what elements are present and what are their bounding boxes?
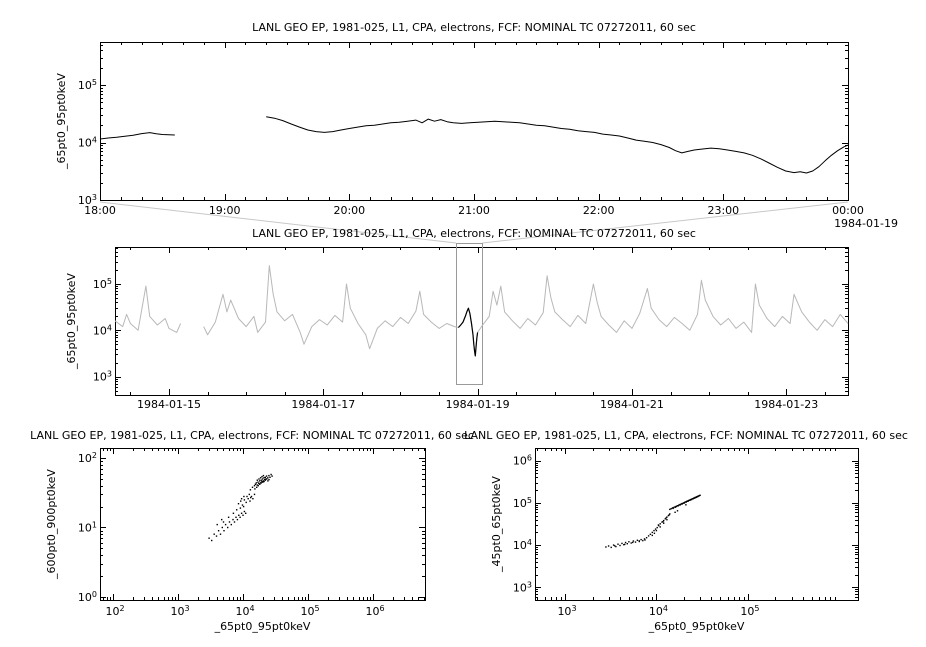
axis-tick-label: 103 [170, 604, 189, 618]
flux-line [99, 132, 175, 140]
axis-tick-label: 105 [93, 277, 112, 291]
axis-tick-label: 105 [513, 496, 532, 510]
minor-ticks [115, 247, 848, 395]
panel-scatter-600-900: 100 101 102 102 103 104 105 106 [78, 448, 426, 618]
major-ticks [100, 448, 425, 600]
scatter-points [605, 494, 701, 549]
axis-tick-label: 1984-01-17 [291, 398, 355, 411]
panel1-date-label: 1984-01-19 [834, 217, 898, 230]
axis-tick-label: 103 [513, 580, 532, 594]
major-ticks [115, 247, 848, 395]
minor-ticks [535, 448, 858, 600]
context-line [203, 265, 849, 357]
axis-tick-label: 104 [235, 604, 254, 618]
scatter-points [208, 473, 273, 542]
axis-tick-label: 101 [78, 520, 97, 534]
minor-ticks [100, 448, 425, 600]
flux-line [266, 116, 849, 174]
panel4-x-axis-label: _65pt0_95pt0keV [648, 620, 745, 633]
axis-tick-label: 1984-01-19 [446, 398, 510, 411]
axis-tick-label: 102 [105, 604, 124, 618]
axis-tick-label: 1984-01-21 [600, 398, 664, 411]
plot-frame[interactable] [535, 448, 859, 601]
zoom-connector-left [99, 201, 457, 244]
panel1-y-axis-label: _65pt0_95pt0keV [55, 73, 68, 169]
axis-tick-label: 104 [649, 604, 668, 618]
major-ticks [535, 448, 858, 600]
panel1-title: LANL GEO EP, 1981-025, L1, CPA, electron… [252, 21, 696, 34]
axis-tick-label: 104 [78, 136, 97, 150]
plot-frame[interactable] [100, 448, 426, 601]
plot-frame[interactable] [115, 247, 849, 396]
axis-tick-label: 100 [78, 590, 97, 604]
panel4-title: LANL GEO EP, 1981-025, L1, CPA, electron… [464, 429, 908, 442]
plot-frame[interactable] [100, 42, 849, 201]
axis-tick-label: 20:00 [333, 204, 365, 217]
highlight-line [457, 307, 479, 357]
panel4-y-axis-label: _45pt0_65pt0keV [490, 476, 503, 572]
zoom-selection-box[interactable] [456, 243, 484, 385]
axis-tick-label: 105 [78, 78, 97, 92]
major-ticks [100, 42, 849, 201]
axis-tick-label: 102 [78, 451, 97, 465]
axis-tick-label: 104 [93, 323, 112, 337]
panel-scatter-45-65: 103 104 105 106 103 104 105 [513, 448, 859, 618]
minor-ticks [100, 42, 848, 200]
axis-tick-label: 00:00 [832, 204, 864, 217]
zoom-connector-right [482, 201, 849, 244]
axis-tick-label: 104 [513, 538, 532, 552]
context-line [114, 285, 182, 333]
axis-tick-label: 19:00 [209, 204, 241, 217]
axis-tick-label: 22:00 [583, 204, 615, 217]
panel3-x-axis-label: _65pt0_95pt0keV [214, 620, 311, 633]
panel2-title: LANL GEO EP, 1981-025, L1, CPA, electron… [252, 227, 696, 240]
panel3-y-axis-label: _600pt0_900pt0keV [45, 469, 58, 579]
axis-tick-label: 1984-01-15 [137, 398, 201, 411]
panel-context-timeseries: 103 104 105 1984-01-15 1984-01-17 1984-01-19 1… [93, 243, 849, 411]
axis-tick-label: 18:00 [84, 204, 116, 217]
axis-tick-label: 105 [300, 604, 319, 618]
axis-tick-label: 106 [365, 604, 384, 618]
axis-tick-label: 21:00 [458, 204, 490, 217]
axis-tick-label: 23:00 [707, 204, 739, 217]
panel2-y-axis-label: _65pt0_95pt0keV [65, 273, 78, 369]
panel3-title: LANL GEO EP, 1981-025, L1, CPA, electron… [30, 429, 474, 442]
axis-tick-label: 105 [740, 604, 759, 618]
axis-tick-label: 106 [513, 454, 532, 468]
axis-tick-label: 103 [557, 604, 576, 618]
axis-tick-label: 103 [93, 370, 112, 384]
axis-tick-label: 1984-01-23 [754, 398, 818, 411]
